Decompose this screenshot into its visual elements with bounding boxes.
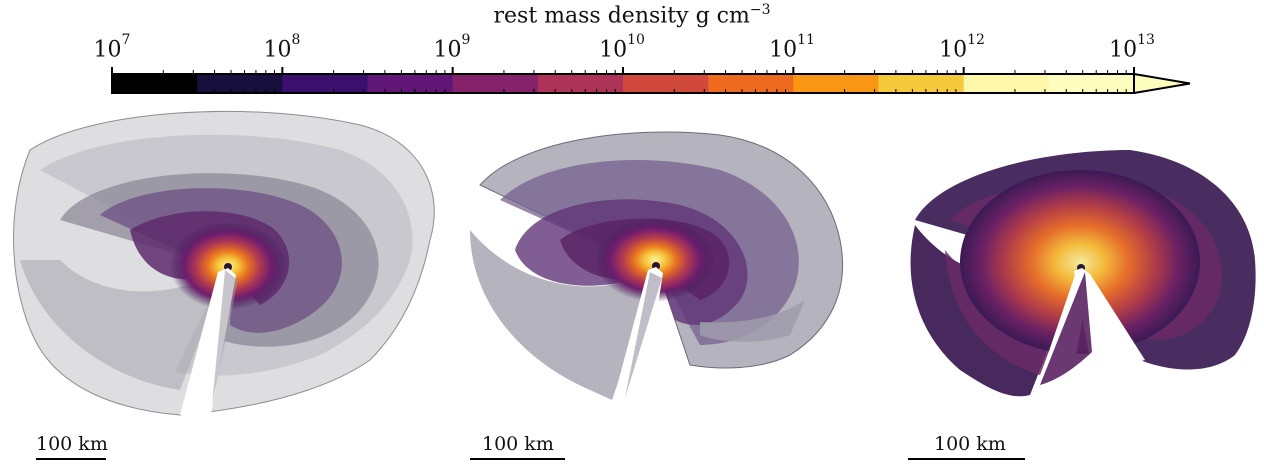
colorbar-title-text: rest mass density g cm bbox=[493, 3, 750, 29]
colorbar-title-exponent: −3 bbox=[749, 2, 771, 18]
colorbar-title: rest mass density g cm−3 bbox=[0, 2, 1264, 28]
colorbar-bin bbox=[537, 74, 624, 93]
colorbar-bin bbox=[963, 74, 1050, 93]
colorbar-bin bbox=[623, 74, 709, 93]
panel-2-density-render bbox=[470, 131, 844, 420]
scale-bar-label: 100 km bbox=[482, 433, 554, 455]
colorbar-tick-label: 107 bbox=[93, 32, 131, 63]
colorbar-tick-label: 109 bbox=[433, 32, 471, 63]
colorbar-bin bbox=[452, 74, 539, 93]
colorbar-tick-label: 1011 bbox=[769, 32, 815, 63]
colorbar-bin bbox=[367, 74, 454, 93]
scale-bar-label: 100 km bbox=[934, 433, 1006, 455]
colorbar bbox=[111, 67, 1191, 95]
colorbar-bin bbox=[708, 74, 794, 93]
colorbar-bin bbox=[878, 74, 965, 93]
colorbar-tick-label: 1012 bbox=[939, 32, 985, 63]
colorbar-tick-label: 1010 bbox=[599, 32, 645, 63]
colorbar-bin bbox=[282, 74, 368, 93]
panel-1-density-render bbox=[13, 110, 435, 420]
colorbar-bin bbox=[112, 74, 198, 93]
colorbar-tick-label: 1013 bbox=[1109, 32, 1155, 63]
colorbar-bin bbox=[1048, 74, 1135, 93]
panel-3-density-render bbox=[910, 150, 1256, 397]
colorbar-tick-label: 108 bbox=[263, 32, 301, 63]
colorbar-bin bbox=[197, 74, 283, 93]
scale-bar-label: 100 km bbox=[36, 433, 108, 455]
colorbar-extend-arrow bbox=[1133, 72, 1191, 95]
colorbar-bin bbox=[793, 74, 879, 93]
